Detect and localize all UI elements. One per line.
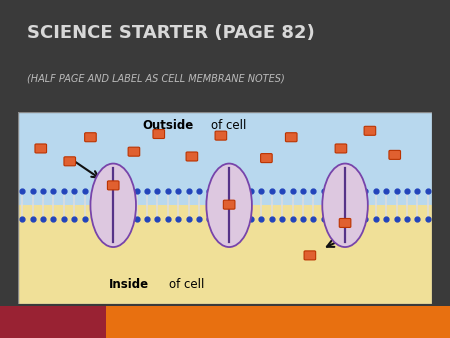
Text: (HALF PAGE AND LABEL AS CELL MEMBRANE NOTES): (HALF PAGE AND LABEL AS CELL MEMBRANE NO… xyxy=(27,74,285,83)
Text: Inside: Inside xyxy=(109,279,149,291)
FancyBboxPatch shape xyxy=(128,147,140,156)
FancyBboxPatch shape xyxy=(364,126,376,135)
FancyBboxPatch shape xyxy=(304,251,315,260)
Text: Outside: Outside xyxy=(142,120,194,132)
Bar xyxy=(106,306,450,338)
FancyBboxPatch shape xyxy=(223,200,235,209)
FancyBboxPatch shape xyxy=(153,129,165,139)
Text: of cell: of cell xyxy=(211,120,246,132)
FancyBboxPatch shape xyxy=(186,152,198,161)
FancyBboxPatch shape xyxy=(389,150,400,160)
FancyBboxPatch shape xyxy=(215,131,227,140)
Bar xyxy=(18,205,432,304)
FancyBboxPatch shape xyxy=(35,144,46,153)
Text: SCIENCE STARTER (PAGE 82): SCIENCE STARTER (PAGE 82) xyxy=(27,24,315,42)
Ellipse shape xyxy=(207,164,252,247)
FancyBboxPatch shape xyxy=(339,218,351,227)
FancyBboxPatch shape xyxy=(285,133,297,142)
Bar xyxy=(0,306,106,338)
Ellipse shape xyxy=(90,164,136,247)
Ellipse shape xyxy=(322,164,368,247)
FancyBboxPatch shape xyxy=(85,133,96,142)
Text: of cell: of cell xyxy=(169,279,204,291)
FancyBboxPatch shape xyxy=(335,144,346,153)
FancyBboxPatch shape xyxy=(64,157,76,166)
Bar xyxy=(18,112,432,205)
FancyBboxPatch shape xyxy=(108,181,119,190)
FancyBboxPatch shape xyxy=(261,153,272,163)
